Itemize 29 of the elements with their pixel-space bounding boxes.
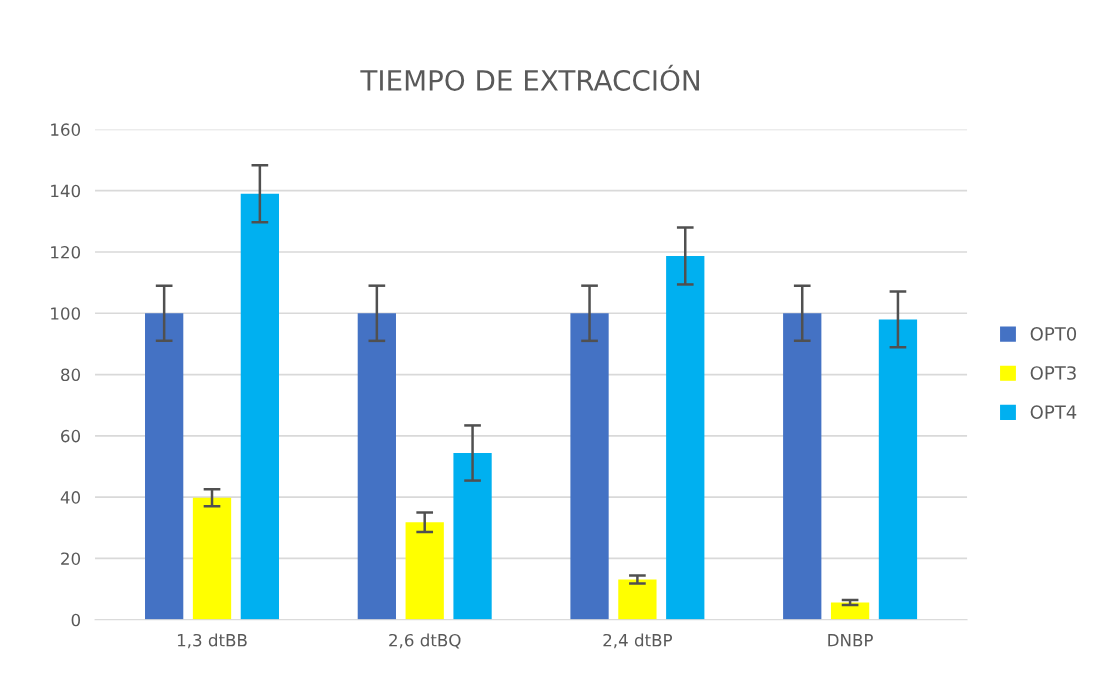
bar <box>240 193 280 620</box>
x-tick-label: 2,4 dtBP <box>603 633 673 649</box>
bar <box>618 579 657 620</box>
x-tick-label: DNBP <box>828 634 873 647</box>
bar <box>453 453 492 620</box>
y-tick-label: 20 <box>61 552 81 565</box>
bar <box>666 255 705 620</box>
y-tick-label: 120 <box>51 245 81 259</box>
y-tick-label: 40 <box>60 491 81 504</box>
y-tick-label: 100 <box>51 307 81 320</box>
legend-label: OPT0 <box>1030 326 1077 341</box>
bar <box>357 313 396 620</box>
chart-title: TIEMPO DE EXTRACCIÓN <box>360 64 699 91</box>
bar <box>570 313 609 620</box>
bar <box>145 313 184 620</box>
bar <box>192 497 232 620</box>
y-tick-label: 80 <box>61 368 81 382</box>
y-tick-label: 0 <box>71 613 81 627</box>
y-tick-label: 60 <box>61 429 81 443</box>
bar <box>878 319 918 620</box>
bar <box>405 522 444 620</box>
x-tick-label: 1,3 dtBB <box>177 633 247 649</box>
y-tick-label: 160 <box>51 123 81 136</box>
x-tick-label: 2,6 dtBQ <box>389 633 461 649</box>
legend-label: OPT4 <box>1030 405 1077 419</box>
legend-label: OPT3 <box>1030 366 1076 380</box>
bar <box>830 602 870 620</box>
y-tick-label: 140 <box>51 184 81 198</box>
bar <box>783 313 822 620</box>
